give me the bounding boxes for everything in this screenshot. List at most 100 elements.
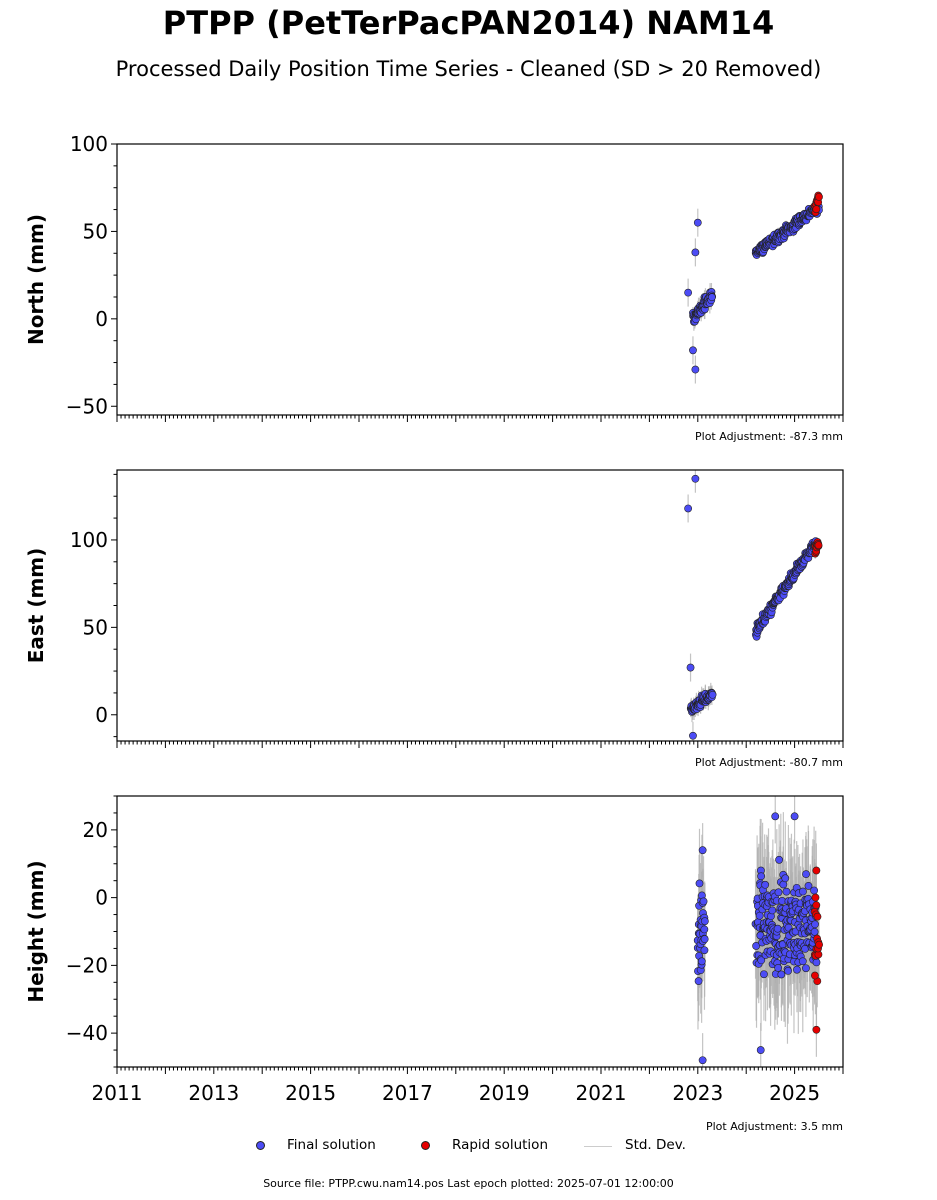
legend-stddev-text: Std. Dev.	[625, 1137, 686, 1153]
final-point	[686, 663, 695, 672]
y-axis-label: Height (mm)	[24, 860, 48, 1002]
legend: Final solution Rapid solution Std. Dev.	[0, 1137, 937, 1157]
final-point	[802, 964, 810, 973]
legend-stddev	[584, 1146, 612, 1147]
final-point	[700, 925, 709, 934]
final-point	[804, 881, 813, 890]
final-solution-marker-icon	[256, 1140, 265, 1150]
final-point	[708, 690, 717, 699]
x-tick-label: 2025	[769, 1081, 820, 1105]
final-point	[777, 970, 786, 979]
final-point	[691, 474, 700, 483]
rapid-point	[815, 192, 823, 201]
plot-adjustment-label: Plot Adjustment: -80.7 mm	[695, 756, 843, 769]
final-point	[708, 293, 716, 302]
final-point	[812, 958, 821, 967]
x-tick-label: 2021	[576, 1081, 627, 1105]
legend-rapid: Rapid solution	[421, 1137, 548, 1153]
plot-adjustment-label: Plot Adjustment: 3.5 mm	[706, 1120, 843, 1133]
final-point	[691, 248, 700, 257]
final-point	[782, 887, 791, 896]
final-point	[693, 218, 702, 227]
final-point	[756, 1046, 765, 1054]
plot-frame	[116, 795, 844, 1068]
final-point	[810, 927, 819, 936]
chart-subtitle: Processed Daily Position Time Series - C…	[115, 57, 822, 81]
rapid-point	[811, 893, 820, 902]
final-point	[799, 887, 807, 896]
final-point	[752, 942, 761, 950]
final-point	[784, 967, 792, 975]
final-point	[773, 924, 782, 933]
final-point	[694, 977, 703, 985]
final-point	[811, 920, 819, 929]
final-point	[760, 970, 768, 979]
source-note: Source file: PTPP.cwu.nam14.pos Last epo…	[263, 1177, 674, 1190]
y-tick-label: −20	[66, 953, 108, 977]
final-point	[689, 346, 697, 355]
final-point	[761, 880, 770, 889]
y-tick-label: 100	[70, 528, 108, 552]
final-point	[695, 879, 704, 888]
final-point	[691, 365, 700, 374]
x-tick-label: 2019	[479, 1081, 530, 1105]
final-point	[768, 906, 777, 915]
y-tick-label: −40	[66, 1021, 108, 1045]
final-point	[757, 872, 766, 881]
chart-title: PTPP (PetTerPacPAN2014) NAM14	[162, 4, 775, 42]
final-point	[699, 897, 708, 906]
x-tick-label: 2015	[285, 1081, 336, 1105]
rapid-point	[814, 541, 823, 550]
x-tick-label: 2017	[382, 1081, 433, 1105]
legend-rapid-label: Rapid solution	[452, 1137, 548, 1153]
final-point	[790, 812, 799, 821]
rapid-point	[812, 205, 821, 214]
y-axis-label: North (mm)	[24, 214, 48, 345]
final-point	[700, 946, 709, 955]
final-point	[684, 288, 693, 297]
y-axis-label: East (mm)	[24, 548, 48, 664]
final-point	[757, 956, 766, 965]
final-point	[697, 957, 706, 966]
x-tick-label: 2013	[188, 1081, 239, 1105]
y-tick-label: 0	[95, 307, 108, 331]
final-point	[700, 917, 709, 926]
rapid-point	[812, 901, 821, 910]
rapid-point	[812, 1025, 821, 1034]
final-point	[802, 870, 810, 879]
y-tick-label: 0	[95, 703, 108, 727]
rapid-point	[815, 940, 823, 949]
final-point	[689, 731, 697, 740]
y-tick-label: −50	[66, 394, 108, 418]
plot-adjustment-label: Plot Adjustment: -87.3 mm	[695, 430, 843, 443]
final-point	[793, 965, 801, 974]
legend-final-label: Final solution	[287, 1137, 376, 1153]
y-tick-label: 50	[83, 219, 108, 243]
legend-final: Final solution	[256, 1137, 376, 1153]
final-point	[775, 855, 784, 864]
final-point	[698, 1056, 707, 1065]
y-tick-label: 20	[83, 818, 108, 842]
rapid-point	[812, 866, 821, 875]
final-point	[810, 886, 819, 895]
final-point	[684, 504, 693, 513]
final-point	[781, 874, 790, 883]
rapid-point	[813, 912, 822, 921]
final-point	[774, 964, 783, 972]
plot-frame	[116, 469, 844, 742]
y-tick-label: 0	[95, 886, 108, 910]
final-point	[700, 935, 709, 944]
final-point	[698, 846, 707, 855]
rapid-point	[811, 971, 819, 980]
std-dev-line-icon	[584, 1146, 612, 1147]
final-point	[798, 957, 807, 966]
y-tick-label: 50	[83, 615, 108, 639]
plot-frame	[116, 143, 844, 416]
legend-stddev-label: Std. Dev.	[625, 1137, 686, 1153]
x-tick-label: 2011	[92, 1081, 143, 1105]
x-tick-label: 2023	[672, 1081, 723, 1105]
final-point	[774, 888, 783, 897]
y-tick-label: 100	[70, 132, 108, 156]
rapid-solution-marker-icon	[421, 1140, 430, 1150]
